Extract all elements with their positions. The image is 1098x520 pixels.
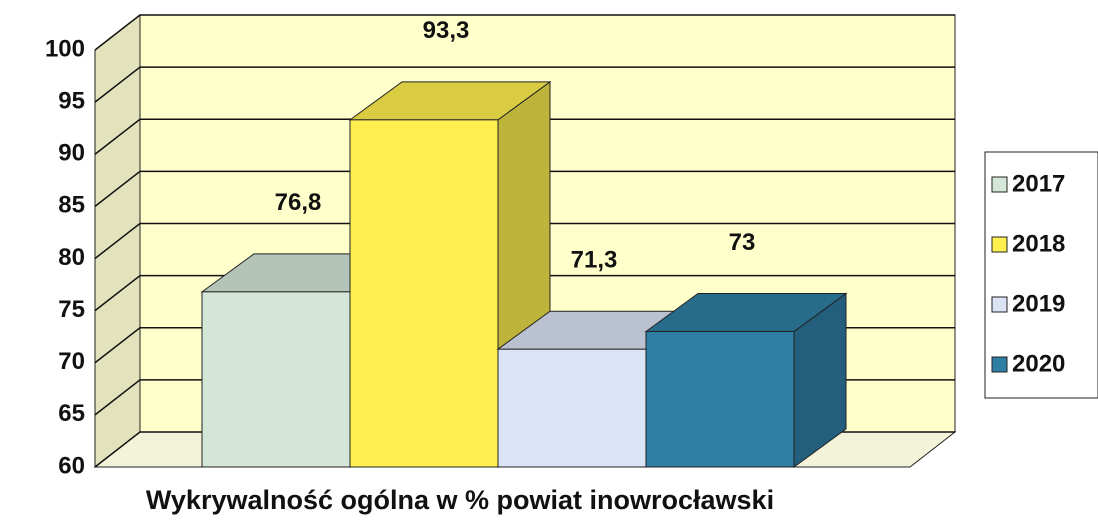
legend-swatch: [991, 236, 1008, 253]
data-label: 73: [729, 229, 756, 256]
y-tick-label: 70: [58, 348, 85, 375]
grid-line: [94, 66, 955, 103]
y-tick-label: 90: [58, 140, 85, 167]
legend-label: 2017: [1012, 170, 1065, 197]
bar: [645, 330, 795, 468]
grid-line: [94, 14, 955, 51]
data-label: 93,3: [423, 17, 470, 44]
legend-swatch: [991, 356, 1008, 373]
grid-line: [94, 170, 955, 207]
legend-swatch: [991, 176, 1008, 193]
y-tick-label: 95: [58, 87, 85, 114]
legend-label: 2019: [1012, 290, 1065, 317]
chart-title: Wykrywalność ogólna w % powiat inowrocła…: [146, 485, 774, 515]
grid-line: [94, 118, 955, 155]
y-tick-label: 65: [58, 400, 85, 427]
grid-line: [94, 274, 955, 312]
y-tick-label: 80: [58, 244, 85, 271]
legend-label: 2018: [1012, 230, 1065, 257]
y-tick-label: 100: [45, 35, 85, 62]
grid-line: [94, 222, 955, 260]
data-label: 76,8: [275, 189, 322, 216]
bar: [497, 348, 647, 468]
legend-label: 2020: [1012, 350, 1065, 377]
y-tick-label: 85: [58, 192, 85, 219]
y-tick-label: 60: [58, 452, 85, 479]
bar: [349, 119, 499, 468]
data-label: 71,3: [571, 247, 618, 274]
bar: [201, 291, 351, 468]
y-tick-label: 75: [58, 296, 85, 323]
legend-swatch: [991, 296, 1008, 313]
